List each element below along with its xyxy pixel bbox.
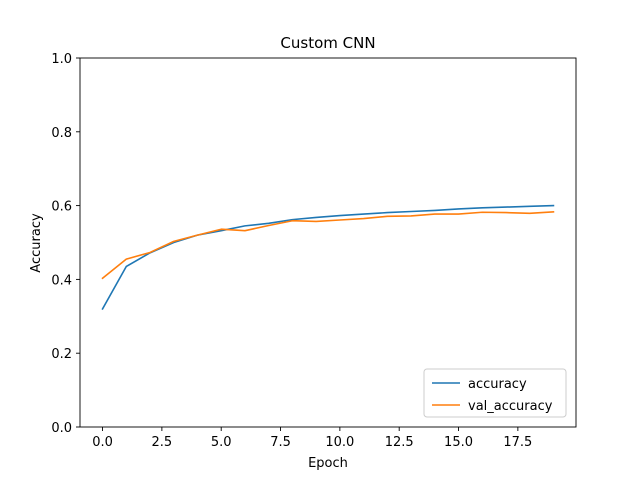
series-line-val_accuracy [101, 211, 555, 280]
legend-label-val_accuracy: val_accuracy [468, 399, 553, 414]
y-tick-label: 0.6 [51, 200, 72, 215]
series-line-accuracy [101, 204, 555, 311]
x-axis-label: Epoch [308, 456, 348, 471]
axes-frame [79, 57, 577, 428]
y-tick-label: 0.2 [51, 347, 72, 362]
legend-label-accuracy: accuracy [468, 377, 527, 392]
plot-area: 0.0 2.5 5.0 7.5 10.0 12.5 15.0 17.5 0.0 0.2 0.4 0.6… [51, 52, 577, 450]
y-tick-label: 0.4 [51, 273, 72, 288]
y-tick-label: 0.0 [51, 421, 72, 436]
x-tick-label: 0.0 [92, 435, 113, 450]
x-tick-label: 10.0 [325, 435, 354, 450]
y-axis-label: Accuracy [29, 213, 44, 273]
x-tick-label: 5.0 [211, 435, 232, 450]
x-tick-label: 17.5 [503, 435, 532, 450]
y-tick-label: 0.8 [51, 126, 72, 141]
x-tick-label: 2.5 [152, 435, 173, 450]
x-tick-label: 7.5 [270, 435, 291, 450]
x-tick-label: 15.0 [444, 435, 473, 450]
x-tick-label: 12.5 [385, 435, 414, 450]
y-tick-label: 1.0 [51, 52, 72, 67]
chart-title: Custom CNN [280, 34, 375, 52]
